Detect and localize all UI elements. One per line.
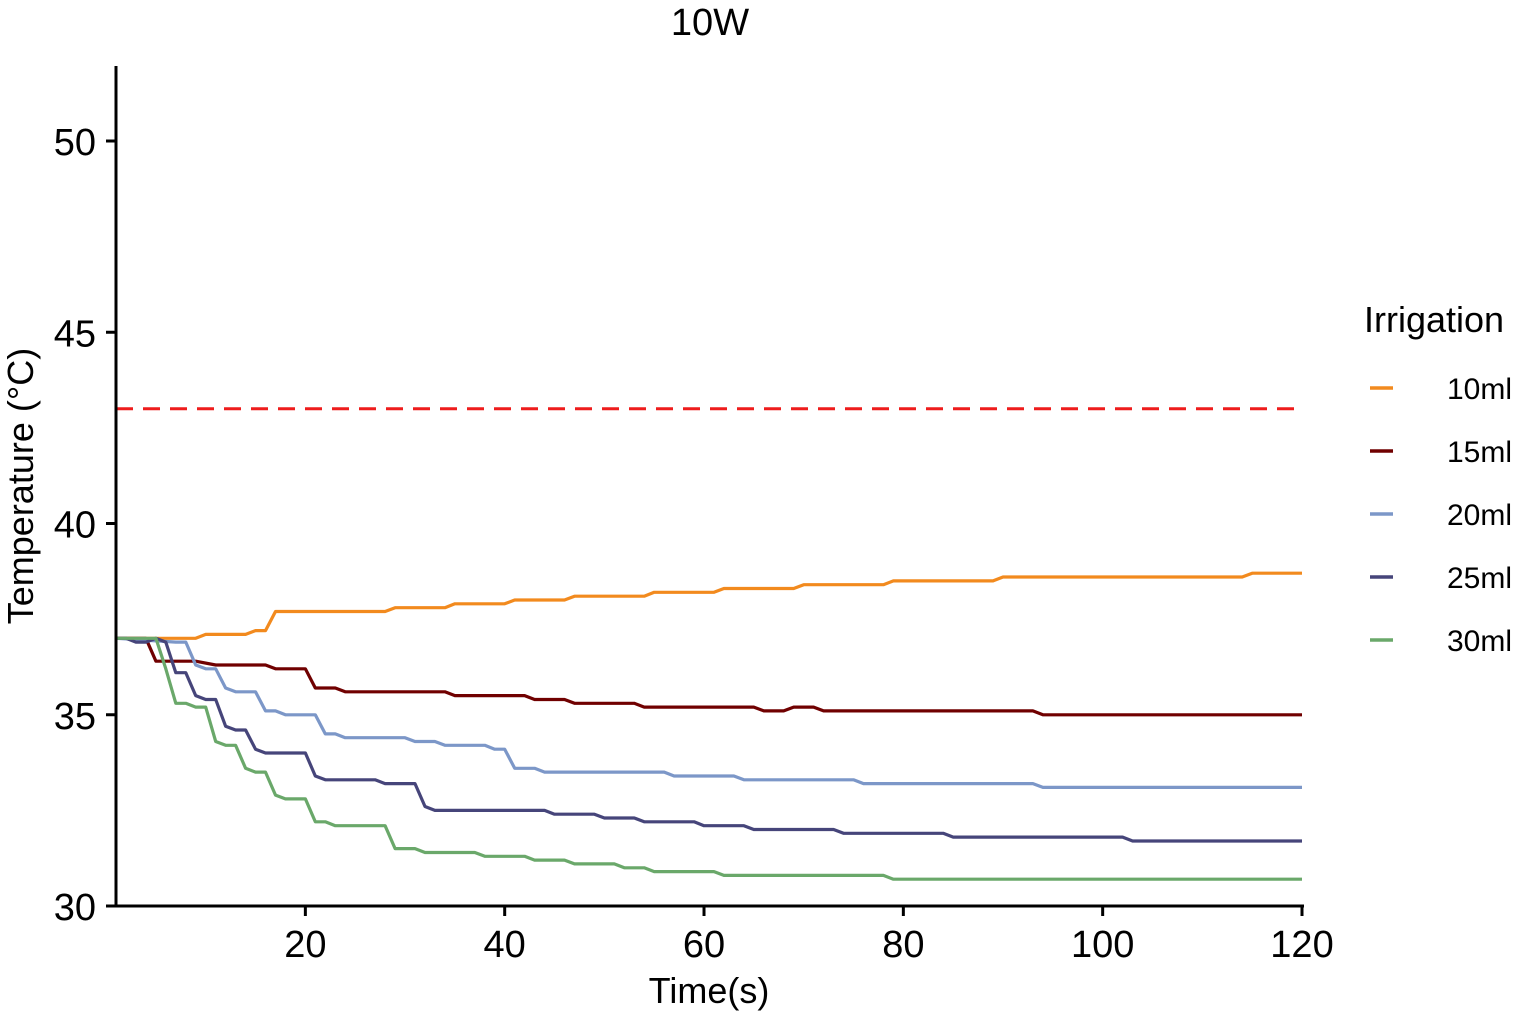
legend-label-10ml: 10ml [1447, 373, 1512, 406]
x-tick-label: 120 [1270, 924, 1333, 966]
legend-label-20ml: 20ml [1447, 499, 1512, 532]
chart-title: 10W [671, 2, 749, 44]
series-layer [115, 571, 1302, 881]
series-line-10ml [116, 571, 1302, 640]
x-tick-label: 80 [882, 924, 924, 966]
x-tick-label: 60 [683, 924, 725, 966]
legend-title: Irrigation [1364, 299, 1504, 340]
y-tick-label: 35 [54, 696, 96, 738]
y-axis-label: Temperature (°C) [0, 348, 41, 624]
legend: Irrigation 10ml 15ml 20ml 25ml 30ml [1364, 299, 1512, 658]
x-tick-label: 100 [1071, 924, 1134, 966]
x-tick-label: 20 [284, 924, 326, 966]
y-tick-label: 40 [54, 505, 96, 547]
legend-label-15ml: 15ml [1447, 436, 1512, 469]
x-tick-label: 40 [484, 924, 526, 966]
y-tick-label: 30 [54, 887, 96, 929]
y-tick-label: 45 [54, 313, 96, 355]
legend-label-30ml: 30ml [1447, 625, 1512, 658]
series-line-25ml [116, 636, 1302, 843]
legend-label-25ml: 25ml [1447, 562, 1512, 595]
x-axis-ticks: 20 40 60 80 100 120 [284, 906, 1334, 966]
series-line-20ml [115, 636, 1302, 789]
y-tick-label: 50 [54, 122, 96, 164]
x-axis-label: Time(s) [649, 970, 770, 1011]
y-axis-ticks: 30 35 40 45 50 [54, 122, 116, 929]
series-line-30ml [116, 636, 1302, 881]
series-line-15ml [116, 636, 1302, 717]
